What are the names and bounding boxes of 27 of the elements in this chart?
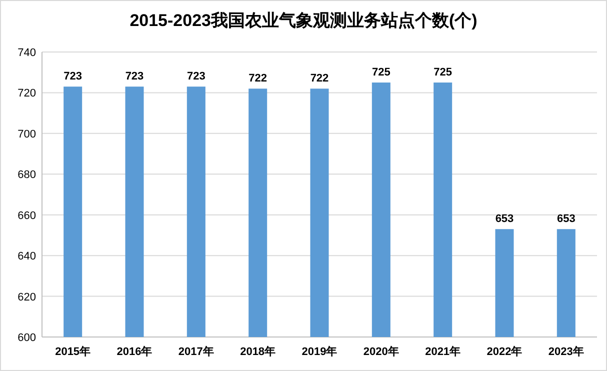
x-tick-label: 2016年 (116, 345, 152, 358)
y-tick-label: 720 (18, 88, 36, 100)
x-tick-label: 2017年 (178, 345, 214, 358)
data-label: 653 (495, 213, 514, 226)
y-tick-label: 680 (18, 169, 36, 182)
x-tick-label: 2018年 (240, 345, 276, 358)
title: 2015-2023我国农业气象观测业务站点个数(个) (130, 11, 478, 30)
data-label: 725 (434, 66, 452, 79)
x-tick-label: 2020年 (363, 345, 399, 358)
y-tick-label: 640 (18, 250, 36, 263)
data-label: 722 (248, 72, 268, 85)
x-tick-label: 2021年 (425, 345, 461, 358)
y-tick-label: 600 (18, 332, 36, 344)
x-tick-label: 2019年 (302, 345, 338, 358)
x-tick-label: 2022年 (486, 345, 522, 358)
y-tick-label: 620 (18, 291, 36, 304)
data-label: 723 (64, 70, 82, 83)
x-tick-label: 2015年 (55, 345, 91, 358)
data-label: 723 (125, 70, 144, 83)
y-tick-label: 700 (18, 128, 36, 140)
y-tick-label: 740 (18, 47, 36, 59)
data-label: 725 (372, 66, 390, 79)
x-tick-label: 2023年 (548, 345, 584, 358)
data-label: 653 (556, 213, 576, 226)
y-tick-label: 660 (18, 210, 36, 222)
data-label: 722 (310, 72, 329, 85)
data-label: 723 (186, 70, 206, 83)
